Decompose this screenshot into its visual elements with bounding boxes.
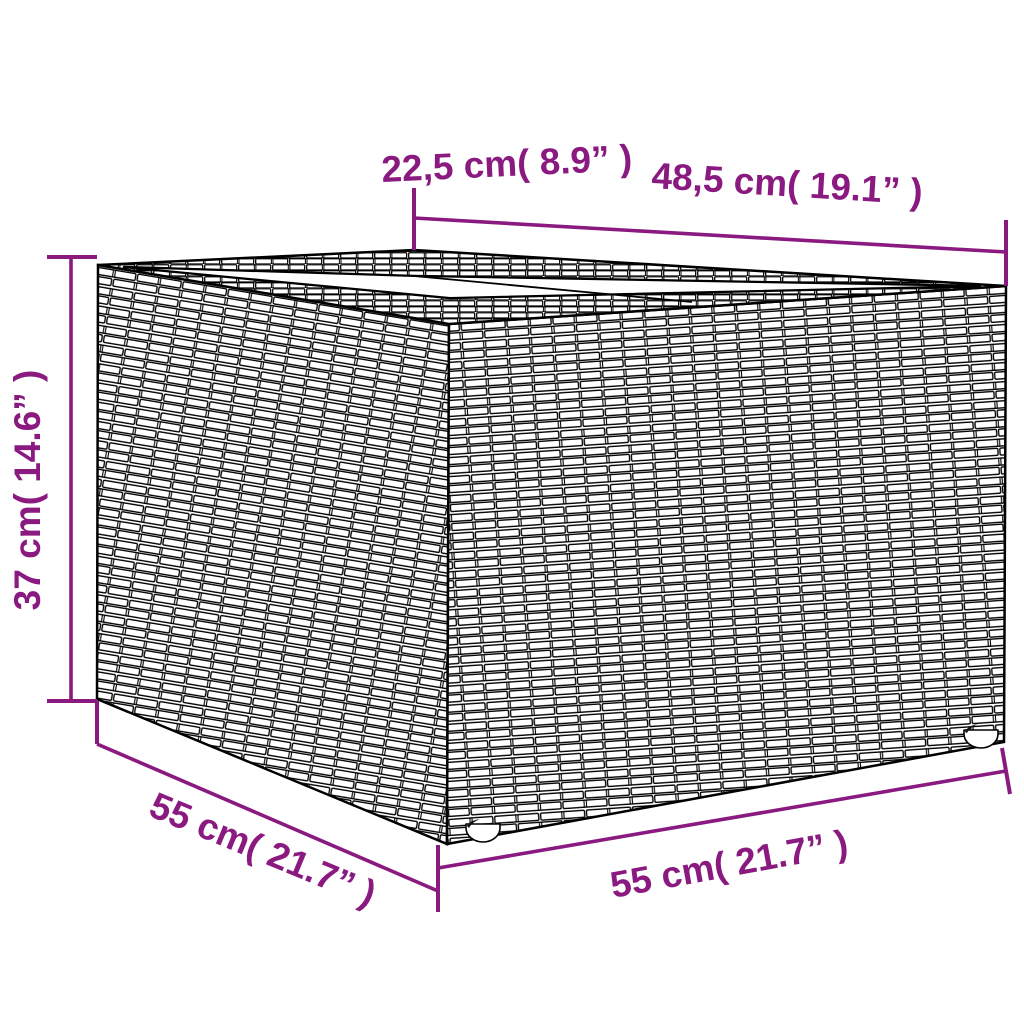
svg-text:37 cm( 14.6” ): 37 cm( 14.6” ) [7, 370, 48, 611]
